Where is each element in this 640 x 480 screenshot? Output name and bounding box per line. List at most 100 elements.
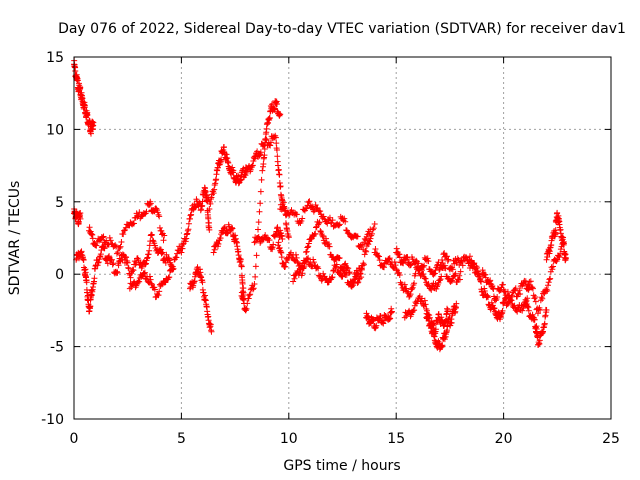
data-point-interp: [94, 262, 101, 269]
data-point-interp: [273, 101, 280, 108]
chart-title: Day 076 of 2022, Sidereal Day-to-day VTE…: [58, 21, 626, 37]
data-point-interp: [537, 297, 544, 304]
data-point-interp: [445, 256, 452, 263]
data-point-interp: [122, 253, 129, 260]
data-point-interp: [411, 307, 418, 314]
data-point-interp: [72, 68, 79, 75]
data-point-interp: [511, 302, 518, 309]
data-point: [208, 328, 215, 335]
data-point-interp: [529, 285, 536, 292]
data-point-interp: [444, 253, 451, 260]
data-point-interp: [519, 307, 526, 314]
data-point-interp: [133, 282, 140, 289]
data-point-interp: [158, 250, 165, 257]
data-point: [388, 308, 395, 315]
data-point-interp: [401, 281, 408, 288]
data-point-interp: [97, 251, 104, 258]
data-point-interp: [549, 266, 556, 273]
data-point-interp: [184, 230, 191, 237]
data-point-interp: [211, 246, 218, 253]
data-point-interp: [425, 280, 432, 287]
data-point: [290, 278, 297, 285]
data-point-interp: [278, 249, 285, 256]
data-point: [113, 268, 120, 275]
data-point-interp: [215, 240, 222, 247]
data-point-interp: [424, 255, 431, 262]
data-point-interp: [156, 224, 163, 231]
data-point-interp: [433, 285, 440, 292]
data-point-interp: [271, 105, 278, 112]
data-point-interp: [101, 245, 108, 252]
data-point-interp: [267, 139, 274, 146]
data-point-interp: [471, 264, 478, 271]
data-point: [272, 134, 279, 141]
data-point: [449, 277, 456, 284]
data-point-interp: [238, 289, 245, 296]
data-point-interp: [441, 250, 448, 257]
data-point-interp: [544, 282, 551, 289]
data-point-interp: [305, 243, 312, 250]
data-points: [71, 57, 569, 353]
data-point-interp: [93, 242, 100, 249]
data-point-interp: [185, 220, 192, 227]
data-point-interp: [207, 195, 214, 202]
data-point-interp: [396, 271, 403, 278]
data-point-interp: [120, 231, 127, 238]
data-point-interp: [146, 242, 153, 249]
data-point-interp: [444, 257, 451, 264]
data-point-interp: [229, 225, 236, 232]
data-point-interp: [127, 274, 134, 281]
data-point: [350, 282, 357, 289]
data-point-interp: [176, 248, 183, 255]
data-point-interp: [277, 248, 284, 255]
data-point: [543, 256, 550, 263]
data-point: [401, 314, 408, 321]
data-point-interp: [448, 319, 455, 326]
data-point-interp: [386, 255, 393, 262]
data-point: [526, 284, 533, 291]
data-point-interp: [459, 258, 466, 265]
data-point-interp: [212, 180, 219, 187]
data-point-interp: [546, 276, 553, 283]
data-point: [251, 239, 258, 246]
data-point: [277, 111, 284, 118]
data-point-interp: [77, 84, 84, 91]
data-point-interp: [357, 271, 364, 278]
data-point-interp: [547, 275, 554, 282]
data-point: [148, 231, 155, 238]
data-point-interp: [259, 167, 266, 174]
data-point-interp: [393, 245, 400, 252]
data-point-interp: [207, 200, 214, 207]
data-point-interp: [439, 342, 446, 349]
data-point-interp: [516, 287, 523, 294]
data-point-interp: [252, 263, 259, 270]
data-point-interp: [425, 258, 432, 265]
data-point-interp: [408, 285, 415, 292]
data-point-interp: [492, 297, 499, 304]
data-point-interp: [481, 285, 488, 292]
data-point-interp: [304, 256, 311, 263]
data-point-interp: [244, 300, 251, 307]
data-point-interp: [342, 260, 349, 267]
data-point-interp: [560, 240, 567, 247]
data-point-interp: [86, 224, 93, 231]
data-point-interp: [130, 220, 137, 227]
data-point-interp: [276, 244, 283, 251]
data-point-interp: [293, 211, 300, 218]
data-point-interp: [104, 260, 111, 267]
data-point-interp: [305, 199, 312, 206]
data-point-interp: [362, 236, 369, 243]
data-point-interp: [489, 285, 496, 292]
data-point-interp: [204, 198, 211, 205]
data-point-interp: [320, 270, 327, 277]
data-point-interp: [525, 304, 532, 311]
data-point-interp: [342, 218, 349, 225]
data-point-interp: [160, 237, 167, 244]
data-point-interp: [354, 279, 361, 286]
data-point-interp: [89, 235, 96, 242]
data-point-interp: [165, 274, 172, 281]
data-point-interp: [211, 186, 218, 193]
data-point-interp: [144, 254, 151, 261]
data-point-interp: [418, 267, 425, 274]
data-point-interp: [381, 264, 388, 271]
